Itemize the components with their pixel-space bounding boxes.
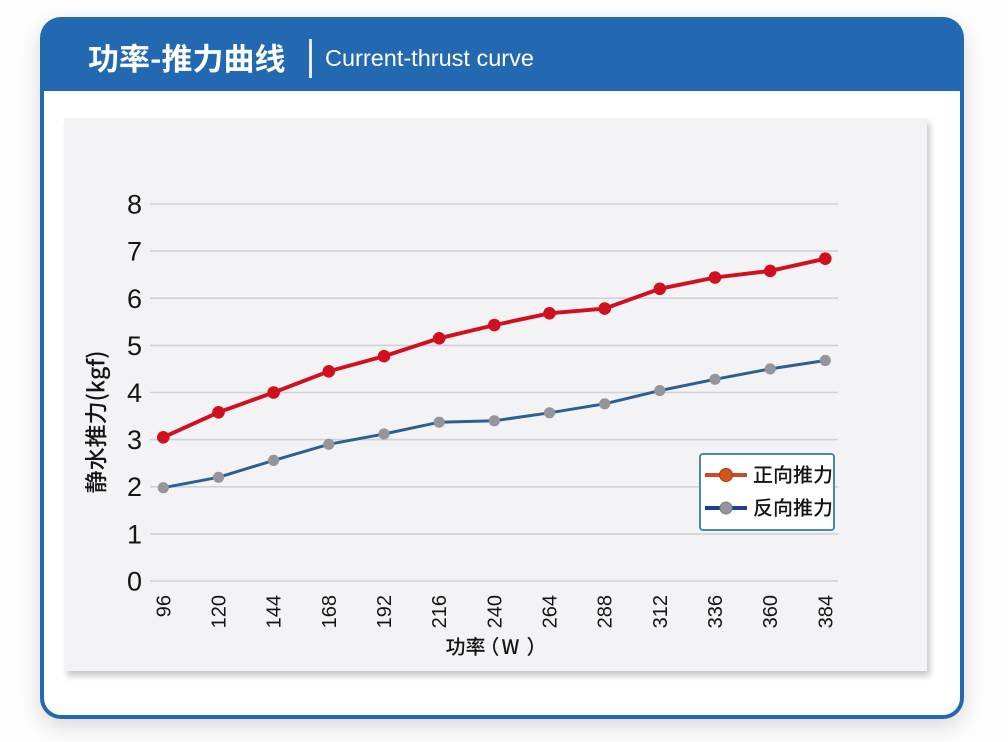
svg-text:168: 168 [319, 595, 341, 628]
svg-text:288: 288 [595, 595, 617, 628]
svg-text:2: 2 [127, 472, 142, 502]
svg-text:192: 192 [374, 595, 396, 628]
svg-text:312: 312 [650, 595, 672, 628]
svg-text:7: 7 [127, 237, 142, 267]
svg-text:3: 3 [127, 425, 142, 455]
svg-text:216: 216 [429, 595, 451, 628]
svg-text:8: 8 [127, 190, 142, 220]
svg-text:384: 384 [815, 595, 837, 628]
svg-text:120: 120 [209, 595, 231, 628]
svg-text:1: 1 [127, 519, 142, 549]
svg-text:0: 0 [127, 567, 142, 597]
svg-text:6: 6 [127, 284, 142, 314]
svg-text:240: 240 [484, 595, 506, 628]
svg-text:336: 336 [705, 595, 727, 628]
svg-text:96: 96 [153, 595, 175, 617]
svg-text:4: 4 [127, 378, 142, 408]
svg-text:360: 360 [760, 595, 782, 628]
svg-text:264: 264 [540, 595, 562, 628]
svg-text:5: 5 [127, 331, 142, 361]
svg-text:144: 144 [264, 595, 286, 628]
